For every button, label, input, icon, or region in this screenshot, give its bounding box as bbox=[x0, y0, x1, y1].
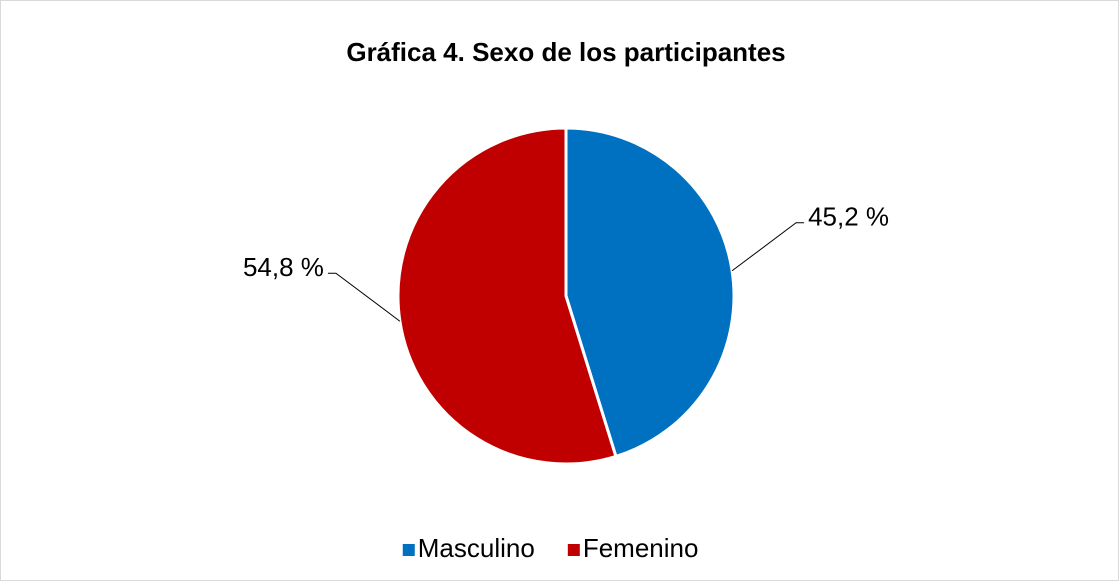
data-label: 45,2 % bbox=[808, 202, 889, 232]
legend-label: Femenino bbox=[583, 533, 699, 563]
data-label: 54,8 % bbox=[243, 252, 324, 282]
chart-title: Gráfica 4. Sexo de los participantes bbox=[346, 37, 785, 67]
leader-line bbox=[327, 272, 401, 322]
legend-swatch bbox=[567, 544, 580, 556]
leader-line bbox=[731, 222, 805, 272]
legend-swatch bbox=[402, 544, 415, 556]
pie-slice bbox=[564, 126, 736, 459]
legend-label: Masculino bbox=[418, 533, 535, 563]
